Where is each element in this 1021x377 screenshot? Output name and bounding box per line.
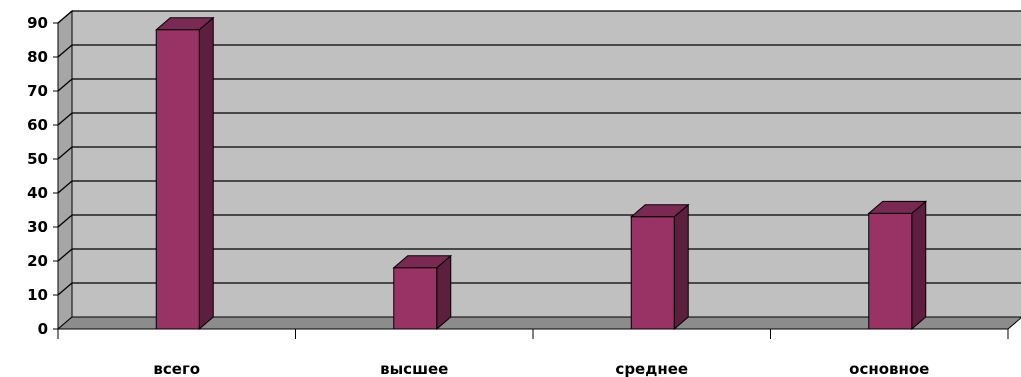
- x-tick-label: основное: [849, 360, 929, 377]
- y-tick-label: 20: [27, 252, 48, 270]
- bar: [869, 201, 926, 329]
- bar-front: [631, 217, 674, 329]
- side-wall: [58, 11, 72, 329]
- x-axis: всего высшее среднее основное: [58, 329, 1008, 377]
- y-tick-label: 70: [27, 82, 48, 100]
- bar-side: [199, 18, 213, 329]
- x-tick-label: высшее: [380, 360, 448, 377]
- bar: [394, 256, 451, 329]
- y-tick-label: 90: [27, 14, 48, 32]
- y-tick-label: 60: [27, 116, 48, 134]
- x-tick-label: среднее: [615, 360, 688, 377]
- bar-front: [869, 213, 912, 329]
- y-tick-label: 10: [27, 286, 48, 304]
- bar-side: [437, 256, 451, 329]
- bar-front: [394, 268, 437, 329]
- y-tick-label: 30: [27, 218, 48, 236]
- bar-side: [674, 205, 688, 329]
- bar-front: [156, 30, 199, 329]
- y-tick-label: 80: [27, 48, 48, 66]
- y-tick-label: 40: [27, 184, 48, 202]
- y-tick-label: 50: [27, 150, 48, 168]
- bar: [156, 18, 213, 329]
- y-axis: 0 10 20 30 40 50 60 70 80 90: [27, 14, 58, 338]
- y-tick-label: 0: [38, 320, 48, 338]
- bar: [631, 205, 688, 329]
- bar-side: [912, 201, 926, 329]
- x-tick-label: всего: [153, 360, 200, 377]
